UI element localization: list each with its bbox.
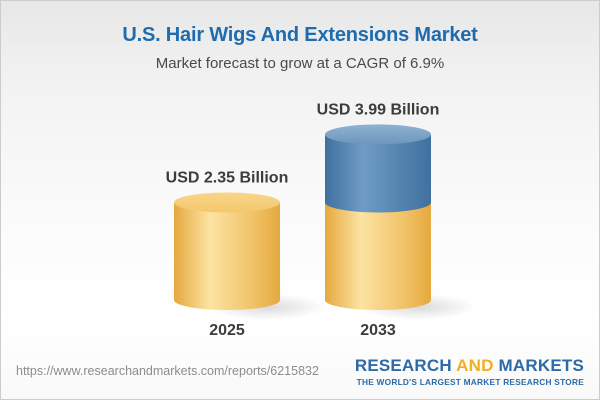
cylinder-top-face <box>174 192 280 213</box>
bar-segment-yellow <box>174 202 280 310</box>
bar-value-label: USD 2.35 Billion <box>166 169 289 186</box>
brand-logo: RESEARCH AND MARKETS THE WORLD'S LARGEST… <box>354 356 584 387</box>
cylinder-bar-2033: USD 3.99 Billion 2033 <box>317 101 440 339</box>
bar-segment-blue <box>325 134 431 213</box>
page-title: U.S. Hair Wigs And Extensions Market <box>122 24 478 46</box>
logo-word-research: RESEARCH <box>354 356 452 375</box>
cylinder-bar-2025: USD 2.35 Billion 2025 <box>166 169 289 339</box>
bar-category-label: 2033 <box>360 322 396 339</box>
chart-subtitle: Market forecast to grow at a CAGR of 6.9… <box>155 55 445 72</box>
bar-segment-yellow <box>325 202 431 310</box>
bar-value-label: USD 3.99 Billion <box>317 101 440 118</box>
source-url[interactable]: https://www.researchandmarkets.com/repor… <box>16 364 319 378</box>
brand-logo-wordmark: RESEARCH AND MARKETS <box>354 356 584 376</box>
logo-word-markets: MARKETS <box>498 356 584 375</box>
bar-category-label: 2025 <box>209 322 245 339</box>
cylinder-top-face <box>325 124 431 145</box>
logo-word-and: AND <box>456 356 494 375</box>
brand-tagline: THE WORLD'S LARGEST MARKET RESEARCH STOR… <box>356 376 584 387</box>
